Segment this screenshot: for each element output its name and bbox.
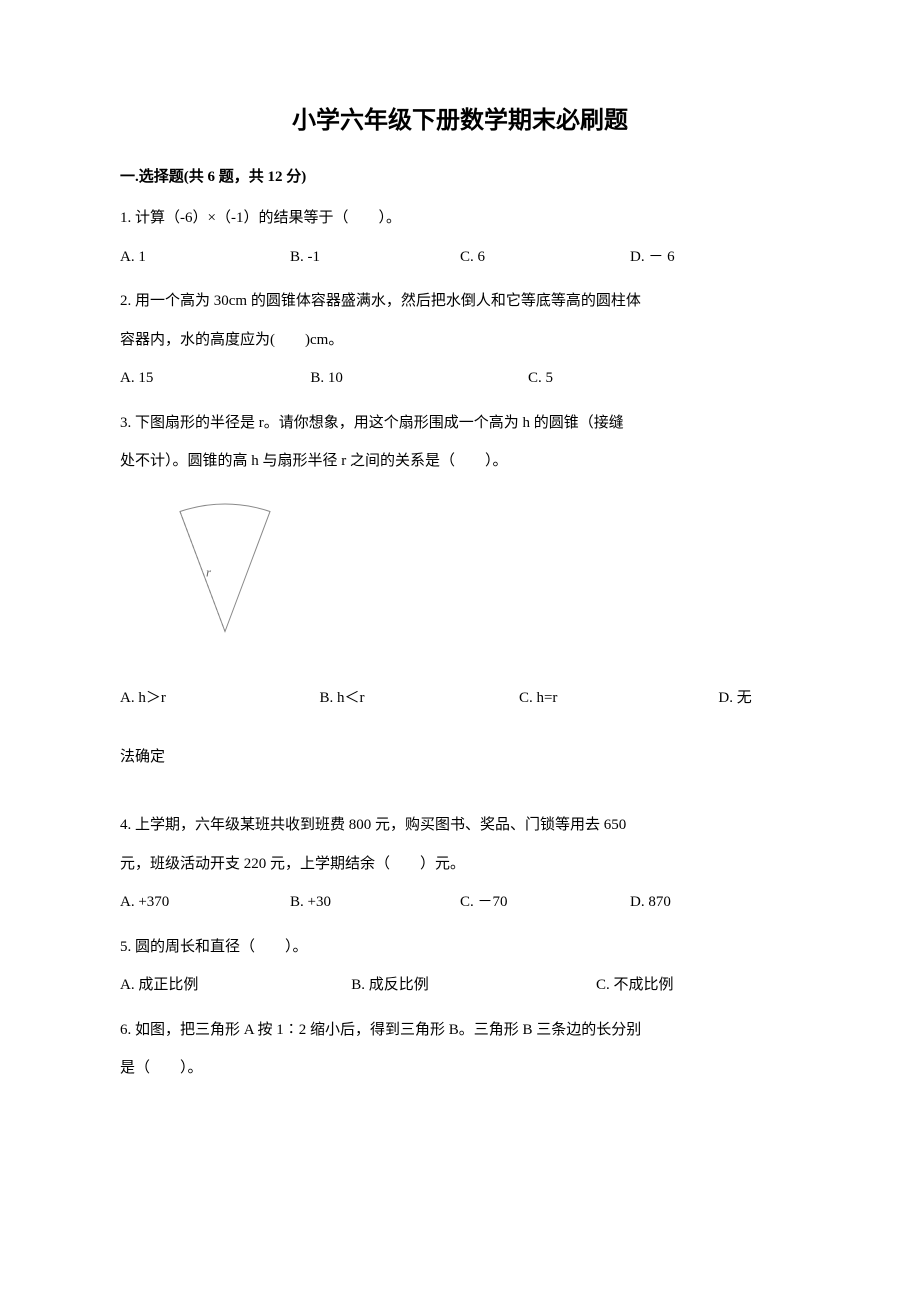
q1-opt-c: C. 6 (460, 243, 630, 272)
q3-text-line2: 处不计）。圆锥的高 h 与扇形半径 r 之间的关系是（ ）。 (120, 447, 800, 476)
q2-opt-b: B. 10 (310, 364, 528, 393)
sector-outline (180, 504, 270, 632)
q4-text-line1: 4. 上学期，六年级某班共收到班费 800 元，购买图书、奖品、门锁等用去 65… (120, 811, 800, 840)
q3-figure: r (150, 494, 800, 665)
q6-text-line1: 6. 如图，把三角形 A 按 1∶2 缩小后，得到三角形 B。三角形 B 三条边… (120, 1016, 800, 1045)
q3-text-line1: 3. 下图扇形的半径是 r。请你想象，用这个扇形围成一个高为 h 的圆锥（接缝 (120, 409, 800, 438)
q5-opt-c: C. 不成比例 (596, 971, 800, 1000)
question-2: 2. 用一个高为 30cm 的圆锥体容器盛满水，然后把水倒人和它等底等高的圆柱体… (120, 287, 800, 393)
q2-opt-c: C. 5 (528, 364, 800, 393)
section-heading: 一.选择题(共 6 题，共 12 分) (120, 165, 800, 186)
q3-opt-b: B. h＜r (319, 684, 518, 713)
q6-text-line2: 是（ ）。 (120, 1054, 800, 1083)
q4-options: A. +370 B. +30 C. －70 D. 870 (120, 888, 800, 917)
q1-options: A. 1 B. -1 C. 6 D. － 6 (120, 243, 800, 272)
question-4: 4. 上学期，六年级某班共收到班费 800 元，购买图书、奖品、门锁等用去 65… (120, 811, 800, 917)
question-3: 3. 下图扇形的半径是 r。请你想象，用这个扇形围成一个高为 h 的圆锥（接缝 … (120, 409, 800, 772)
q2-text-line2: 容器内，水的高度应为( )cm。 (120, 326, 800, 355)
q4-opt-c: C. －70 (460, 888, 630, 917)
q3-opt-d-cont: 法确定 (120, 743, 800, 772)
question-1: 1. 计算（-6）×（-1）的结果等于（ ）。 A. 1 B. -1 C. 6 … (120, 204, 800, 271)
q4-opt-d: D. 870 (630, 888, 800, 917)
q1-opt-b: B. -1 (290, 243, 460, 272)
q3-opt-c: C. h=r (519, 684, 718, 713)
q1-opt-a: A. 1 (120, 243, 290, 272)
sector-r-label: r (206, 564, 212, 579)
q3-options: A. h＞r B. h＜r C. h=r D. 无 (120, 684, 800, 713)
q4-text-line2: 元，班级活动开支 220 元，上学期结余（ ）元。 (120, 850, 800, 879)
q5-text: 5. 圆的周长和直径（ ）。 (120, 933, 800, 962)
q2-options: A. 15 B. 10 C. 5 (120, 364, 800, 393)
q5-options: A. 成正比例 B. 成反比例 C. 不成比例 (120, 971, 800, 1000)
q1-text: 1. 计算（-6）×（-1）的结果等于（ ）。 (120, 204, 800, 233)
q2-text-line1: 2. 用一个高为 30cm 的圆锥体容器盛满水，然后把水倒人和它等底等高的圆柱体 (120, 287, 800, 316)
q4-opt-b: B. +30 (290, 888, 460, 917)
q5-opt-a: A. 成正比例 (120, 971, 351, 1000)
question-6: 6. 如图，把三角形 A 按 1∶2 缩小后，得到三角形 B。三角形 B 三条边… (120, 1016, 800, 1083)
q3-opt-d: D. 无 (718, 684, 800, 713)
q1-opt-d: D. － 6 (630, 243, 800, 272)
q5-opt-b: B. 成反比例 (351, 971, 596, 1000)
q4-opt-a: A. +370 (120, 888, 290, 917)
q2-opt-a: A. 15 (120, 364, 310, 393)
q3-opt-a: A. h＞r (120, 684, 319, 713)
sector-icon: r (150, 494, 300, 654)
page-title: 小学六年级下册数学期末必刷题 (120, 100, 800, 135)
question-5: 5. 圆的周长和直径（ ）。 A. 成正比例 B. 成反比例 C. 不成比例 (120, 933, 800, 1000)
